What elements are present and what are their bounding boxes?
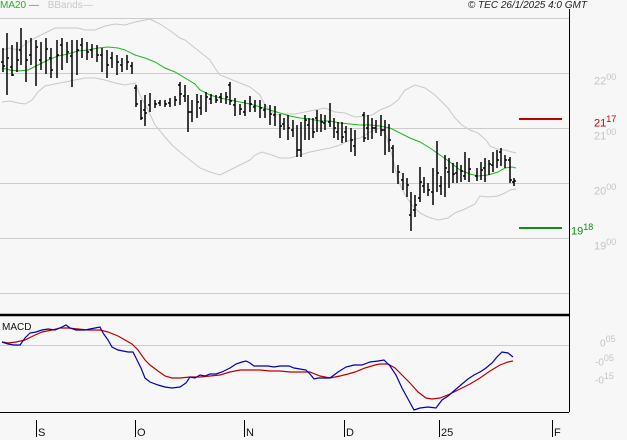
y-label-sup: 00: [606, 237, 617, 247]
x-label-sep: S: [38, 427, 46, 439]
x-label-feb: F: [554, 427, 561, 439]
y-label-main: 19: [594, 240, 607, 253]
y-label-main: 21: [594, 130, 607, 143]
macd-label-main: 0: [600, 338, 606, 350]
support-label: 1918: [571, 222, 593, 238]
macd-label-main: -0: [595, 375, 604, 387]
copyright-timestamp: © TEC 26/1/2025 4:0 GMT: [467, 0, 587, 11]
x-label-nov: N: [246, 427, 254, 439]
macd-line: [1, 324, 514, 411]
y-label-2100: 2100: [594, 127, 616, 143]
resistance-label-main: 21: [594, 117, 607, 130]
resistance-label-sup: 17: [606, 114, 617, 124]
y-label-1900: 1900: [594, 237, 616, 253]
price-gridlines: [0, 18, 569, 294]
y-label-sup: 00: [606, 72, 617, 82]
macd-label-sup: 15: [603, 371, 614, 381]
ma20-line: [1, 46, 517, 177]
macd-label-sup: 05: [605, 334, 616, 344]
support-label-sup: 18: [583, 222, 594, 232]
macd-label-neg-0.15: -015: [595, 371, 614, 386]
y-label-2200: 2200: [594, 72, 616, 88]
macd-label-neg-0.05: -005: [595, 353, 614, 368]
y-label-sup: 00: [606, 182, 617, 192]
macd-label-main: -0: [595, 357, 604, 369]
y-label-main: 20: [594, 185, 607, 198]
macd-signal-line: [1, 327, 514, 400]
macd-label-0.05: 005: [600, 334, 616, 349]
legend-bbands-swatch: —: [82, 0, 93, 11]
resistance-label: 2117: [594, 114, 616, 130]
macd-label-sup: 05: [603, 353, 614, 363]
support-label-main: 19: [571, 225, 584, 238]
y-label-main: 22: [594, 75, 607, 88]
x-axis-ticks: [36, 420, 553, 437]
chart-legend: MA20 — BBands—: [0, 0, 93, 12]
macd-title: MACD: [2, 322, 32, 333]
x-label-oct: O: [137, 427, 146, 439]
x-label-dec: D: [346, 427, 354, 439]
bbands-lower: [1, 77, 517, 221]
legend-bbands: BBands: [47, 0, 83, 11]
x-label-2025: 25: [441, 427, 454, 439]
legend-ma20-swatch: —: [26, 0, 39, 11]
price-bars: [1, 28, 516, 231]
y-label-2000: 2000: [594, 182, 616, 198]
legend-ma20: MA20: [0, 0, 27, 11]
bbands-upper: [1, 18, 517, 154]
y-label-sup: 00: [606, 127, 617, 137]
